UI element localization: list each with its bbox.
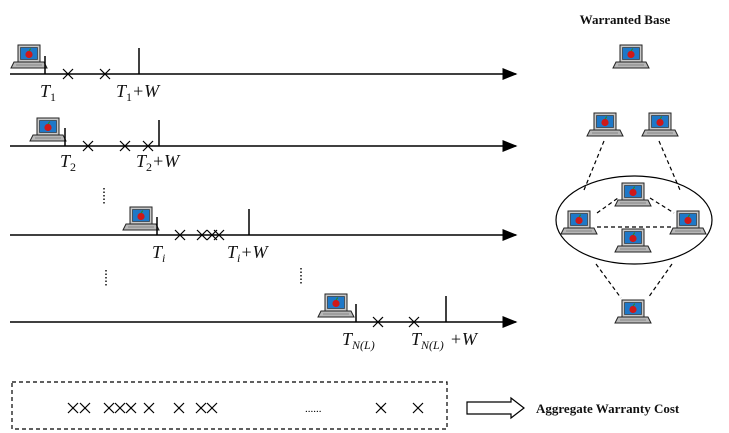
dashed-link	[596, 197, 619, 214]
end-label: T2+W	[136, 151, 181, 174]
failure-cross	[196, 229, 208, 241]
failure-cross	[119, 140, 131, 152]
failure-cross	[408, 316, 420, 328]
dashed-link	[658, 140, 681, 191]
failure-cross	[125, 402, 137, 414]
laptop-icon	[317, 293, 355, 318]
end-label: Ti+W	[227, 242, 270, 265]
dashed-link	[649, 197, 675, 214]
start-label: T2	[60, 151, 76, 174]
laptop-icon	[586, 112, 624, 137]
laptop-icon	[614, 299, 652, 324]
failure-cross	[142, 140, 154, 152]
failure-cross	[79, 402, 91, 414]
laptop-icon	[560, 210, 598, 235]
failure-cross	[213, 229, 225, 241]
timeline-2: T2 T2+W	[10, 117, 518, 174]
start-label: Ti	[152, 242, 165, 265]
failure-cross	[412, 402, 424, 414]
laptop-icon	[641, 112, 679, 137]
laptop-icon	[669, 210, 707, 235]
network-ellipse	[555, 175, 713, 265]
failure-cross	[67, 402, 79, 414]
failure-cross	[143, 402, 155, 414]
failure-cross	[372, 316, 384, 328]
laptop-icon	[614, 228, 652, 253]
dashed-link	[583, 140, 605, 191]
failure-cross	[195, 402, 207, 414]
laptop-icon	[612, 44, 650, 69]
end-label: T1+W	[116, 81, 161, 104]
end-label: TN(L) +W	[411, 329, 479, 352]
aggregate-cost-label: Aggregate Warranty Cost	[536, 401, 680, 416]
failure-cross	[114, 402, 126, 414]
dashed-link	[595, 263, 622, 299]
laptop-icon	[614, 182, 652, 207]
start-label: T1	[40, 81, 56, 104]
failure-cross	[174, 229, 186, 241]
aggregate-box	[11, 381, 448, 430]
hollow-arrow-icon	[466, 396, 525, 420]
timeline-1: T1 T1+W	[10, 44, 518, 104]
failure-cross	[82, 140, 94, 152]
failure-cross	[103, 402, 115, 414]
warranted-base-network	[555, 44, 713, 324]
dashed-link	[647, 263, 673, 299]
aggregate-crosses	[67, 402, 424, 414]
failure-cross	[375, 402, 387, 414]
laptop-icon	[122, 206, 160, 231]
start-label: TN(L)	[342, 329, 375, 352]
failure-cross	[173, 402, 185, 414]
warranted-base-title: Warranted Base	[580, 12, 671, 27]
timeline-i: Ti Ti+W	[10, 206, 518, 265]
laptop-icon	[29, 117, 67, 142]
failure-cross	[62, 68, 74, 80]
failure-cross	[206, 402, 218, 414]
aggregate-ellipsis: ......	[305, 403, 322, 415]
laptop-icon	[10, 44, 48, 69]
failure-cross	[99, 68, 111, 80]
timeline-n: TN(L) TN(L) +W	[10, 293, 518, 352]
